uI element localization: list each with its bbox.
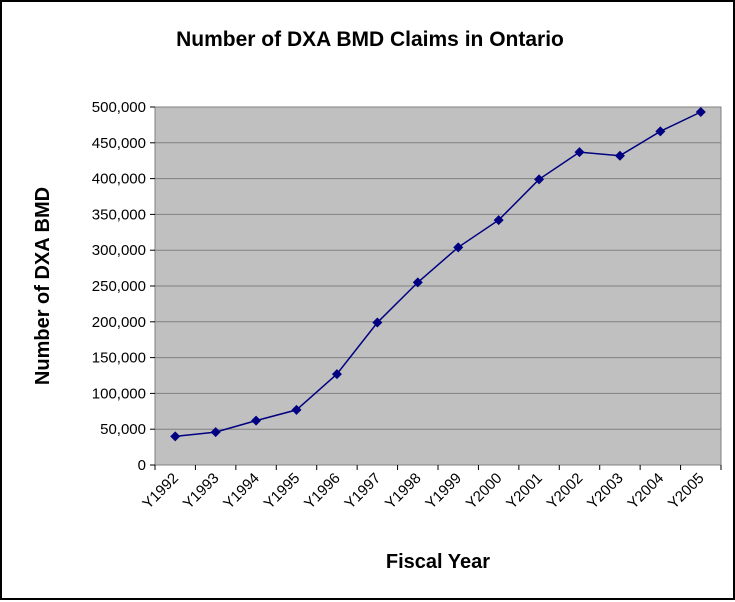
x-tick-label: Y2003 (584, 470, 627, 513)
data-point (210, 427, 221, 438)
data-point (534, 174, 545, 185)
x-tick-label: Y1995 (261, 470, 304, 513)
x-axis-title: Fiscal Year (386, 551, 490, 573)
data-point (331, 369, 342, 380)
x-axis-ticks: Y1992Y1993Y1994Y1995Y1996Y1997Y1998Y1999… (139, 465, 722, 513)
data-point (251, 415, 262, 426)
data-point (695, 107, 706, 118)
x-tick-label: Y1996 (301, 470, 344, 513)
x-tick-label: Y2001 (503, 470, 546, 513)
x-tick-label: Y1999 (422, 470, 465, 513)
data-point (574, 147, 585, 158)
y-tick-label: 400,000 (92, 171, 146, 188)
y-tick-label: 100,000 (92, 385, 146, 402)
x-tick-label: Y1992 (139, 470, 182, 513)
y-tick-label: 450,000 (92, 135, 146, 152)
y-tick-label: 300,000 (92, 242, 146, 259)
y-tick-label: 0 (138, 457, 146, 474)
y-tick-label: 200,000 (92, 314, 146, 331)
data-point (493, 215, 504, 226)
y-tick-label: 50,000 (100, 421, 146, 438)
x-tick-label: Y1998 (382, 470, 425, 513)
x-tick-label: Y2002 (544, 470, 587, 513)
data-point (372, 317, 383, 328)
x-tick-label: Y1997 (341, 470, 384, 513)
gridlines (155, 142, 721, 430)
x-tick-label: Y1994 (220, 470, 263, 513)
data-point (291, 404, 302, 415)
y-tick-label: 500,000 (92, 99, 146, 116)
y-axis-title: Number of DXA BMD (32, 187, 54, 385)
series-line (175, 111, 702, 438)
x-tick-label: Y2000 (463, 470, 506, 513)
y-axis-ticks: 0 50,000 100,000 150,000 200,000 250,000 300,0… (92, 99, 155, 474)
chart-title: Number of DXA BMD Claims in Ontario (176, 28, 564, 51)
y-tick-label: 150,000 (92, 350, 146, 367)
y-tick-label: 350,000 (92, 206, 146, 223)
x-tick-label: Y2004 (624, 470, 667, 513)
data-point (170, 431, 181, 442)
data-point (614, 150, 625, 161)
x-tick-label: Y2005 (665, 470, 708, 513)
x-tick-label: Y1993 (180, 470, 223, 513)
data-point (453, 242, 464, 253)
y-tick-label: 250,000 (92, 278, 146, 295)
data-point (412, 277, 423, 288)
